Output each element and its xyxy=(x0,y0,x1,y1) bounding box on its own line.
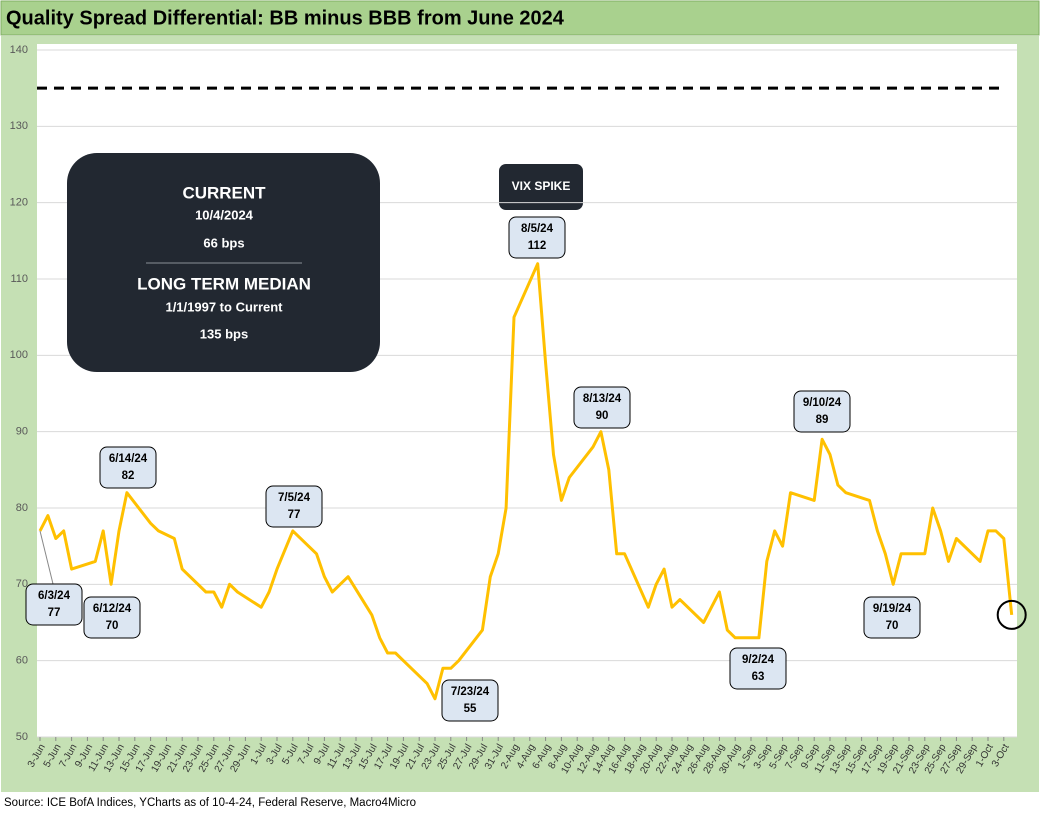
title-bar xyxy=(0,0,1040,36)
info-current-title: CURRENT xyxy=(182,183,266,202)
spread-line xyxy=(38,262,1014,701)
leader-line xyxy=(39,530,55,589)
y-tick-label: 100 xyxy=(10,349,28,361)
callout-date: 7/5/24 xyxy=(278,492,311,504)
callout-date: 6/12/24 xyxy=(93,603,132,615)
callout-date: 7/23/24 xyxy=(451,686,490,698)
highlight-circle xyxy=(996,599,1027,630)
callout-box xyxy=(99,446,157,489)
y-tick-label: 130 xyxy=(10,120,28,132)
callout-date: 8/5/24 xyxy=(521,223,554,235)
callout-box xyxy=(25,583,83,626)
y-tick-label: 70 xyxy=(16,578,28,590)
event-label: VIX SPIKE xyxy=(512,179,571,193)
y-tick-label: 140 xyxy=(10,44,28,56)
y-tick-label: 120 xyxy=(10,197,28,209)
callout-date: 9/10/24 xyxy=(803,397,842,409)
callout-value: 82 xyxy=(122,470,135,482)
callout-value: 89 xyxy=(816,414,829,426)
callout-box xyxy=(83,596,141,639)
y-tick-label: 60 xyxy=(16,655,28,667)
info-box: CURRENT 10/4/2024 66 bps LONG TERM MEDIA… xyxy=(67,153,380,372)
y-tick-label: 80 xyxy=(16,502,28,514)
callout-date: 9/19/24 xyxy=(873,603,912,615)
callout-value: 55 xyxy=(464,703,477,715)
callout-value: 70 xyxy=(886,620,899,632)
callout-value: 77 xyxy=(48,607,61,619)
event-box xyxy=(499,164,583,210)
callout-date: 9/2/24 xyxy=(742,654,775,666)
y-tick-label: 110 xyxy=(10,273,28,285)
info-current-date: 10/4/2024 xyxy=(195,207,254,222)
source-note: Source: ICE BofA Indices, YCharts as of … xyxy=(4,797,416,809)
callout-value: 63 xyxy=(752,671,765,683)
callout-date: 8/13/24 xyxy=(583,393,622,405)
callout-box xyxy=(729,647,787,690)
y-tick-label: 50 xyxy=(16,731,28,743)
callout-box xyxy=(863,596,921,639)
info-median-period: 1/1/1997 to Current xyxy=(165,299,283,314)
callout-value: 90 xyxy=(596,410,609,422)
callout-value: 112 xyxy=(528,240,547,252)
callout-box xyxy=(793,390,851,433)
info-current-value: 66 bps xyxy=(203,235,244,250)
chart-title: Quality Spread Differential: BB minus BB… xyxy=(6,7,565,29)
info-median-value: 135 bps xyxy=(200,326,248,341)
callout-box xyxy=(573,386,631,429)
info-median-title: LONG TERM MEDIAN xyxy=(137,274,311,293)
y-tick-label: 90 xyxy=(16,426,28,438)
callout-box xyxy=(265,485,323,528)
callout-box xyxy=(441,679,499,722)
callout-date: 6/14/24 xyxy=(109,453,148,465)
callout-date: 6/3/24 xyxy=(38,590,71,602)
callout-value: 70 xyxy=(106,620,119,632)
callout-value: 77 xyxy=(288,509,301,521)
callout-box xyxy=(508,216,566,259)
